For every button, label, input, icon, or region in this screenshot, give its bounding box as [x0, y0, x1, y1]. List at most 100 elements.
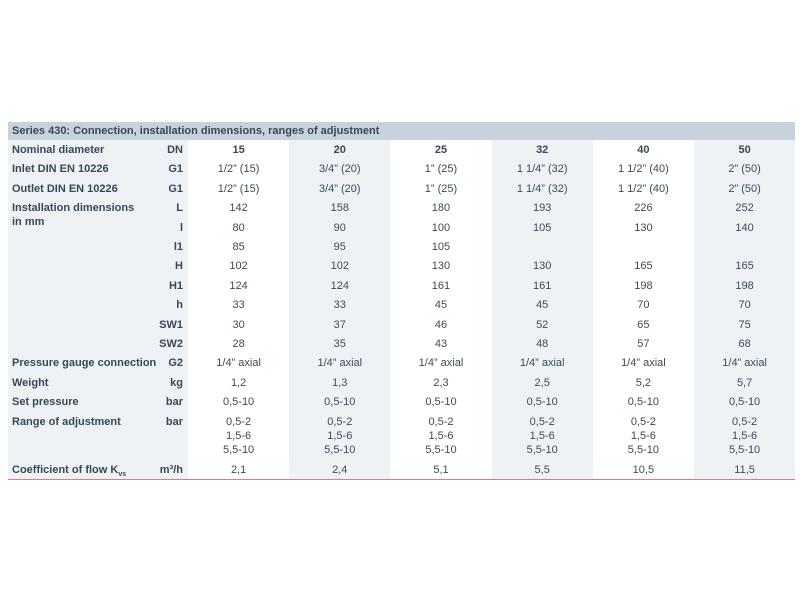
row-unit: G1 [168, 163, 183, 176]
row-unit: m³/h [159, 463, 183, 476]
row-label: Range of adjustment [12, 415, 121, 428]
cell-value: 1,5-6 [529, 429, 555, 442]
cell-value: 3/4” (20) [318, 182, 361, 195]
cell-value: 0,5-10 [222, 396, 255, 409]
cell-value: 0,5-2 [226, 415, 252, 428]
row-unit: SW1 [159, 318, 183, 331]
column-shade [694, 140, 796, 479]
row-unit: L [176, 202, 183, 215]
cell-value: 0,5-2 [630, 415, 656, 428]
cell-value: 0,5-2 [327, 415, 353, 428]
column-header: 32 [536, 144, 549, 156]
cell-value: 100 [431, 221, 451, 234]
row-label: Weight [12, 376, 49, 389]
column-shade [289, 140, 391, 479]
cell-value: 165 [634, 260, 653, 273]
cell-value: 52 [536, 318, 549, 331]
row-unit: l [179, 221, 183, 234]
cell-value: 102 [330, 260, 349, 273]
cell-value: 105 [431, 241, 451, 253]
cell-value: 0,5-10 [728, 396, 761, 409]
cell-value: 5,5 [534, 463, 550, 476]
cell-value: 45 [434, 299, 448, 312]
cell-value: 5,2 [635, 376, 652, 389]
cell-value: 45 [536, 299, 549, 312]
cell-value: 124 [330, 279, 349, 292]
cell-value: 252 [735, 202, 754, 215]
cell-value: 5,5-10 [324, 443, 356, 456]
bottom-rule [8, 479, 795, 480]
cell-value: 75 [738, 318, 751, 331]
cell-value: 124 [229, 279, 248, 292]
cell-value: 1/2” (15) [217, 182, 260, 195]
cell-value: 1” (25) [424, 163, 458, 176]
cell-value: 1,5-6 [327, 429, 353, 442]
cell-value: 165 [735, 260, 754, 273]
cell-value: 2,4 [332, 463, 348, 476]
cell-value: 180 [431, 202, 451, 215]
cell-value: 140 [735, 221, 754, 234]
cell-value: 35 [333, 338, 346, 350]
cell-value: 48 [536, 338, 549, 350]
cell-value: 158 [330, 202, 349, 215]
cell-value: 68 [738, 338, 751, 350]
cell-value: 0,5-10 [627, 396, 659, 409]
label-column [8, 140, 188, 479]
cell-value: 5,5-10 [627, 443, 659, 456]
cell-value: 1/4” axial [418, 357, 464, 370]
cell-value: 5,7 [736, 376, 753, 389]
row-unit: H [175, 260, 183, 273]
cell-value: 90 [333, 221, 346, 234]
cell-value: 2,3 [433, 376, 449, 389]
cell-value: 5,5-10 [222, 443, 255, 456]
column-header: 15 [232, 144, 245, 156]
cell-value: 130 [431, 260, 451, 273]
cell-value: 2,5 [534, 376, 550, 389]
cell-value: 1/4” axial [722, 357, 767, 370]
cell-value: 1/4” axial [621, 357, 666, 370]
cell-value: 28 [232, 338, 245, 350]
row-label: Installation dimensions in mm [12, 202, 135, 229]
cell-value: 1,2 [230, 376, 247, 389]
cell-value: 70 [637, 299, 650, 312]
cell-value: 1 1/2” (40) [618, 163, 669, 176]
row-unit: H1 [168, 279, 183, 292]
column-header: 20 [333, 144, 346, 156]
cell-value: 226 [634, 202, 653, 215]
row-unit: bar [165, 415, 183, 428]
column-shade [491, 140, 593, 479]
cell-value: 1,5-6 [226, 429, 252, 442]
cell-value: 5,1 [433, 463, 449, 476]
cell-value: 1,5-6 [630, 429, 656, 442]
row-unit: G2 [168, 357, 183, 370]
cell-value: 70 [738, 299, 751, 312]
cell-value: 30 [232, 318, 245, 331]
column-header: 40 [637, 144, 650, 156]
row-label: Set pressure [12, 396, 79, 409]
table-title: Series 430: Connection, installation dim… [12, 125, 380, 137]
cell-value: 198 [634, 279, 653, 292]
cell-value: 46 [434, 318, 448, 331]
cell-value: 2” (50) [728, 182, 761, 195]
cell-value: 1 1/4” (32) [516, 163, 568, 176]
cell-value: 33 [232, 299, 245, 312]
row-label: Nominal diameter [12, 144, 105, 156]
cell-value: 130 [533, 260, 552, 273]
cell-value: 3/4” (20) [318, 163, 361, 176]
cell-value: 0,5-2 [428, 415, 454, 428]
cell-value: 5,5-10 [728, 443, 761, 456]
row-unit: h [176, 299, 183, 312]
title-bar [8, 122, 795, 140]
cell-value: 2” (50) [728, 163, 761, 176]
cell-value: 43 [434, 338, 448, 350]
cell-value: 1,3 [332, 376, 348, 389]
row-label-sub: vs [118, 470, 127, 478]
row-label: Pressure gauge connection [12, 357, 157, 370]
row-unit: bar [165, 396, 183, 409]
cell-value: 198 [735, 279, 754, 292]
cell-value: 95 [333, 241, 346, 253]
cell-value: 1,5-6 [732, 429, 758, 442]
row-unit: G1 [168, 182, 183, 195]
cell-value: 1 1/4” (32) [516, 182, 568, 195]
cell-value: 130 [634, 221, 653, 234]
